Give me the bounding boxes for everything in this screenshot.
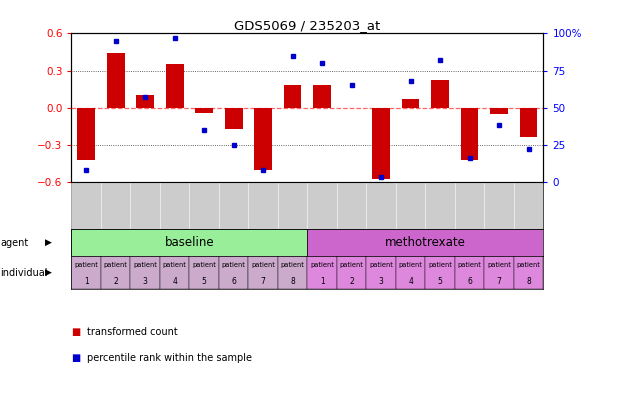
Text: patient: patient bbox=[517, 263, 540, 268]
Text: patient: patient bbox=[428, 263, 452, 268]
Text: patient: patient bbox=[75, 263, 98, 268]
Bar bbox=[78, 108, 95, 160]
Bar bbox=[396, 256, 425, 289]
Bar bbox=[137, 95, 154, 108]
Text: 8: 8 bbox=[290, 277, 295, 286]
Bar bbox=[130, 256, 160, 289]
Text: agent: agent bbox=[1, 238, 29, 248]
Bar bbox=[314, 85, 331, 108]
Text: 4: 4 bbox=[408, 277, 413, 286]
Bar bbox=[514, 256, 543, 289]
Text: methotrexate: methotrexate bbox=[385, 236, 466, 249]
Text: 7: 7 bbox=[261, 277, 266, 286]
Text: patient: patient bbox=[104, 263, 127, 268]
Bar bbox=[160, 256, 189, 289]
Text: patient: patient bbox=[222, 263, 245, 268]
Bar bbox=[166, 64, 184, 108]
Text: patient: patient bbox=[193, 263, 216, 268]
Bar bbox=[431, 81, 449, 108]
Text: 5: 5 bbox=[202, 277, 207, 286]
Text: ■: ■ bbox=[71, 327, 81, 337]
Bar bbox=[366, 256, 396, 289]
Text: individual: individual bbox=[1, 268, 48, 277]
Bar bbox=[307, 256, 337, 289]
Text: ▶: ▶ bbox=[45, 238, 52, 247]
Bar bbox=[337, 256, 366, 289]
Bar bbox=[372, 108, 390, 180]
Bar bbox=[107, 53, 124, 108]
Bar bbox=[455, 256, 484, 289]
Bar bbox=[484, 256, 514, 289]
Bar bbox=[520, 108, 537, 138]
Bar bbox=[255, 108, 272, 169]
Bar bbox=[219, 256, 248, 289]
Text: ■: ■ bbox=[71, 353, 81, 363]
Bar bbox=[461, 108, 478, 160]
Bar bbox=[71, 230, 307, 256]
Text: percentile rank within the sample: percentile rank within the sample bbox=[87, 353, 252, 363]
Text: patient: patient bbox=[252, 263, 275, 268]
Bar bbox=[248, 256, 278, 289]
Text: 3: 3 bbox=[379, 277, 384, 286]
Text: patient: patient bbox=[458, 263, 481, 268]
Bar bbox=[101, 256, 130, 289]
Bar bbox=[425, 256, 455, 289]
Title: GDS5069 / 235203_at: GDS5069 / 235203_at bbox=[234, 19, 381, 32]
Text: patient: patient bbox=[487, 263, 511, 268]
Bar bbox=[71, 256, 101, 289]
Text: transformed count: transformed count bbox=[87, 327, 178, 337]
Bar bbox=[490, 108, 508, 114]
Text: patient: patient bbox=[310, 263, 334, 268]
Text: 8: 8 bbox=[526, 277, 531, 286]
Text: 5: 5 bbox=[438, 277, 443, 286]
Text: 1: 1 bbox=[84, 277, 89, 286]
Text: patient: patient bbox=[134, 263, 157, 268]
Bar bbox=[278, 256, 307, 289]
Text: patient: patient bbox=[163, 263, 186, 268]
Text: 2: 2 bbox=[349, 277, 354, 286]
Bar bbox=[225, 108, 242, 129]
Bar bbox=[189, 256, 219, 289]
Text: ▶: ▶ bbox=[45, 268, 52, 277]
Text: 6: 6 bbox=[231, 277, 236, 286]
Bar bbox=[307, 230, 543, 256]
Text: patient: patient bbox=[399, 263, 422, 268]
Text: 7: 7 bbox=[497, 277, 502, 286]
Text: patient: patient bbox=[369, 263, 393, 268]
Text: 1: 1 bbox=[320, 277, 325, 286]
Text: baseline: baseline bbox=[165, 236, 214, 249]
Bar bbox=[195, 108, 213, 113]
Text: patient: patient bbox=[281, 263, 304, 268]
Text: 6: 6 bbox=[467, 277, 472, 286]
Bar bbox=[402, 99, 419, 108]
Text: 2: 2 bbox=[113, 277, 118, 286]
Text: 4: 4 bbox=[172, 277, 177, 286]
Bar bbox=[284, 85, 302, 108]
Text: 3: 3 bbox=[143, 277, 148, 286]
Text: patient: patient bbox=[340, 263, 363, 268]
